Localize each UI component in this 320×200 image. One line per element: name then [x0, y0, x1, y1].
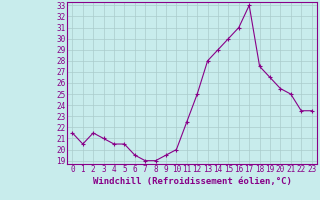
X-axis label: Windchill (Refroidissement éolien,°C): Windchill (Refroidissement éolien,°C): [92, 177, 292, 186]
